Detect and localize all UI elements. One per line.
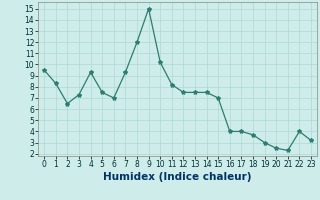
X-axis label: Humidex (Indice chaleur): Humidex (Indice chaleur): [103, 172, 252, 182]
